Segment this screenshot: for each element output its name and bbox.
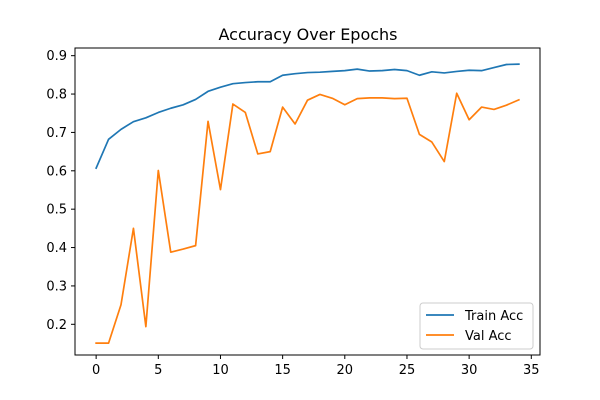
- plot-area: [74, 47, 541, 356]
- y-tick-label: 0.9: [46, 49, 67, 64]
- plot-frame: [74, 47, 541, 356]
- y-tick-label: 0.5: [46, 203, 67, 218]
- series-line-val-acc: [95, 92, 520, 344]
- legend: Train Acc Val Acc: [419, 302, 534, 350]
- y-tick-label: 0.6: [46, 164, 67, 179]
- y-tick-label: 0.4: [46, 241, 67, 256]
- y-axis: 0.2 0.3 0.4 0.5 0.6 0.7 0.8 0.9: [46, 49, 75, 333]
- x-tick-label: 10: [212, 363, 229, 378]
- x-tick-label: 20: [337, 363, 354, 378]
- chart-title: Accuracy Over Epochs: [218, 25, 397, 44]
- y-tick-label: 0.7: [46, 126, 67, 141]
- legend-label: Train Acc: [464, 309, 523, 324]
- series-line-train-acc: [95, 63, 520, 170]
- y-tick-label: 0.3: [46, 279, 67, 294]
- x-tick-label: 15: [274, 363, 291, 378]
- x-tick-label: 5: [154, 363, 162, 378]
- y-tick-label: 0.8: [46, 88, 67, 103]
- x-axis: 0 5 10 15 20 25 30 35: [92, 355, 540, 378]
- x-tick-label: 30: [461, 363, 478, 378]
- x-tick-label: 25: [399, 363, 416, 378]
- series-layer: [95, 63, 520, 344]
- y-tick-label: 0.2: [46, 318, 67, 333]
- x-tick-label: 0: [92, 363, 100, 378]
- x-tick-label: 35: [523, 363, 540, 378]
- legend-label: Val Acc: [465, 329, 512, 344]
